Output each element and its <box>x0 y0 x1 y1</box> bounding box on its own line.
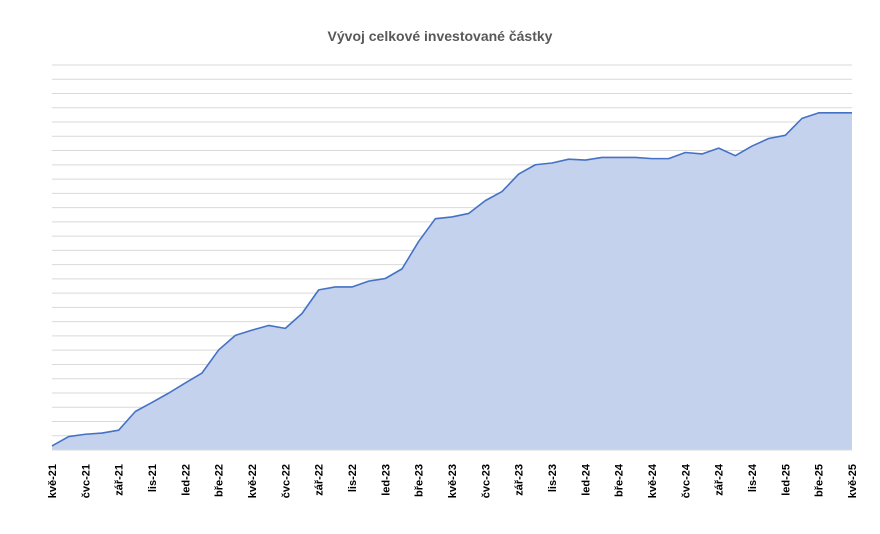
data-point <box>334 286 336 288</box>
data-point <box>51 445 53 447</box>
data-point <box>384 278 386 280</box>
data-point <box>484 200 486 202</box>
data-point <box>751 145 753 147</box>
x-tick-label: bře-23 <box>414 464 426 497</box>
data-point <box>201 372 203 374</box>
data-point <box>401 268 403 270</box>
data-point <box>834 112 836 114</box>
x-tick-label: čvc-24 <box>680 463 692 498</box>
x-tick-label: led-23 <box>380 464 392 496</box>
data-point <box>251 329 253 331</box>
data-point <box>768 138 770 140</box>
x-tick-label: čvc-23 <box>480 464 492 498</box>
data-point <box>368 280 370 282</box>
x-tick-label: lis-24 <box>747 463 759 492</box>
data-point <box>168 392 170 394</box>
data-point <box>551 162 553 164</box>
data-point <box>151 401 153 403</box>
x-tick-label: kvě-25 <box>847 464 859 498</box>
data-point <box>318 289 320 291</box>
data-point <box>451 216 453 218</box>
x-tick-label: led-22 <box>180 464 192 496</box>
x-tick-label: zář-24 <box>714 463 726 496</box>
x-tick-label: zář-23 <box>514 464 526 496</box>
data-point <box>218 349 220 351</box>
x-tick-label: lis-23 <box>547 464 559 492</box>
data-point <box>601 156 603 158</box>
x-tick-label: čvc-22 <box>280 464 292 498</box>
data-point <box>534 164 536 166</box>
data-point <box>668 158 670 160</box>
data-point <box>734 155 736 157</box>
data-point <box>651 158 653 160</box>
data-point <box>801 117 803 119</box>
x-tick-label: kvě-23 <box>447 464 459 498</box>
data-point <box>184 382 186 384</box>
x-tick-label: led-25 <box>780 464 792 496</box>
data-point <box>618 156 620 158</box>
data-point <box>268 324 270 326</box>
x-tick-label: lis-22 <box>347 464 359 492</box>
data-point <box>118 429 120 431</box>
x-tick-label: bře-25 <box>814 464 826 497</box>
data-point <box>718 147 720 149</box>
series-line <box>51 112 852 447</box>
data-point <box>518 173 520 175</box>
x-tick-label: bře-22 <box>214 464 226 497</box>
data-point <box>701 153 703 155</box>
data-point <box>418 240 420 242</box>
x-tick-label: zář-21 <box>114 464 126 496</box>
x-tick-label: bře-24 <box>614 463 626 497</box>
data-point <box>501 191 503 193</box>
data-point <box>468 212 470 214</box>
data-point <box>301 313 303 315</box>
x-tick-label: čvc-21 <box>80 464 92 498</box>
data-point <box>284 327 286 329</box>
x-tick-label: kvě-22 <box>247 464 259 498</box>
x-tick-label: lis-21 <box>147 464 159 492</box>
data-point <box>68 436 70 438</box>
data-point <box>818 112 820 114</box>
data-point <box>684 152 686 154</box>
data-point <box>134 411 136 413</box>
data-point <box>101 432 103 434</box>
x-tick-label: kvě-21 <box>47 464 59 498</box>
data-point <box>568 158 570 160</box>
data-point <box>584 159 586 161</box>
x-tick-label: zář-22 <box>314 464 326 496</box>
data-point <box>351 286 353 288</box>
data-point <box>434 218 436 220</box>
x-tick-label: led-24 <box>580 463 592 496</box>
data-point <box>784 134 786 136</box>
data-point <box>84 433 86 435</box>
data-point <box>634 156 636 158</box>
data-point <box>234 334 236 336</box>
data-point <box>851 112 853 114</box>
chart-title: Vývoj celkové investované částky <box>327 28 553 44</box>
x-tick-label: kvě-24 <box>647 463 659 498</box>
area-fill <box>52 112 852 450</box>
